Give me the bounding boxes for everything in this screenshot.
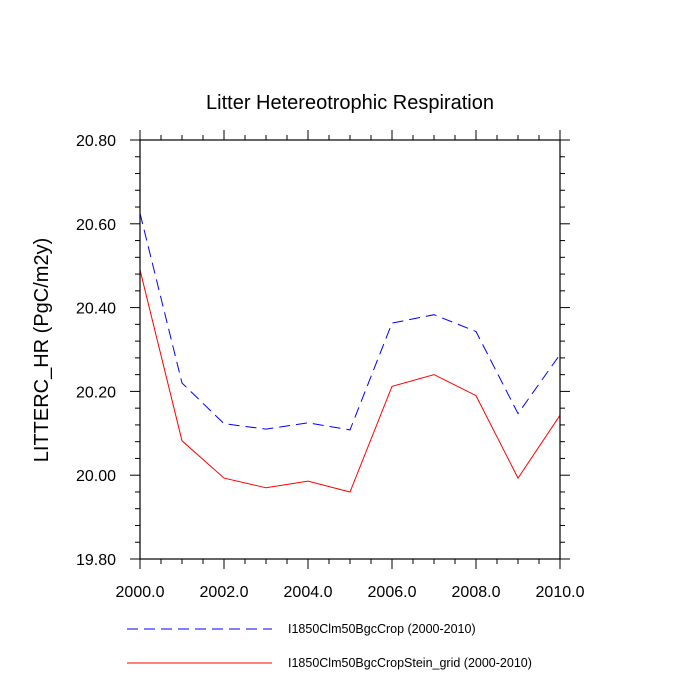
legend-label: I1850Clm50BgcCropStein_grid (2000-2010) [288,656,532,670]
y-tick-label: 20.60 [76,217,116,234]
x-tick-label: 2000.0 [116,584,165,601]
x-tick-label: 2004.0 [284,584,333,601]
y-tick-label: 19.80 [76,552,116,569]
x-tick-label: 2008.0 [452,584,501,601]
x-tick-label: 2010.0 [536,584,585,601]
x-tick-label: 2002.0 [200,584,249,601]
plot-lines [139,213,561,493]
y-tick-label: 20.20 [76,384,116,401]
plot-frame [139,139,561,560]
legend-label: I1850Clm50BgcCrop (2000-2010) [288,622,476,636]
y-tick-label: 20.00 [76,468,116,485]
x-tick-label: 2006.0 [368,584,417,601]
y-axis-label: LITTERC_HR (PgC/m2y) [31,238,53,462]
series-line [139,269,561,493]
series-line [139,213,561,431]
y-tick-label: 20.40 [76,301,116,318]
chart-title: Litter Hetereotrophic Respiration [206,92,494,114]
axis-ticks [130,130,570,569]
legend: I1850Clm50BgcCrop (2000-2010) I1850Clm50B… [127,622,532,670]
tick-labels: 2000.0 2002.0 2004.0 2006.0 2008.0 2010.0 19.8… [76,133,585,601]
y-tick-label: 20.80 [76,133,116,150]
